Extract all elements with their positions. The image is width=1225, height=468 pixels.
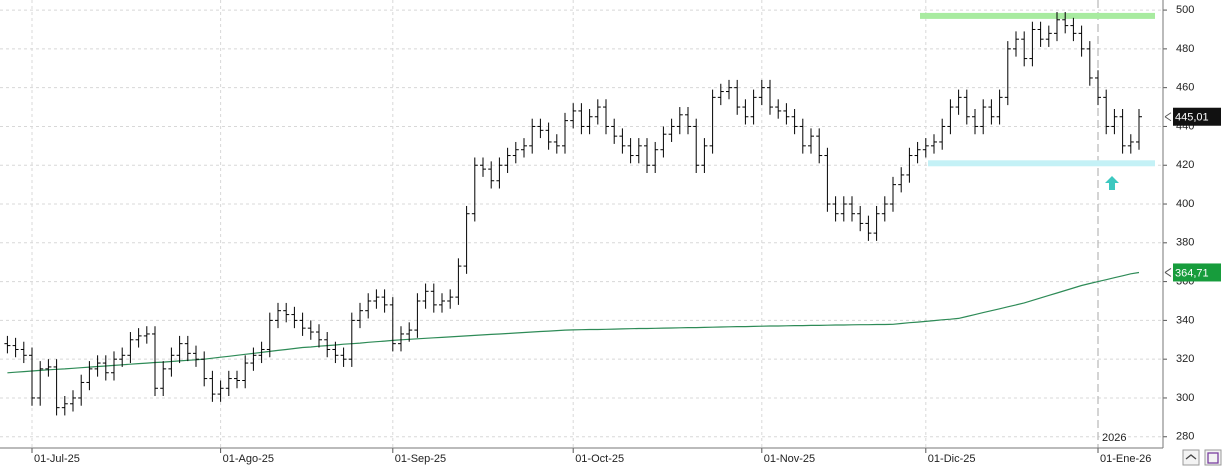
- x-tick-label: 01-Oct-25: [575, 453, 624, 465]
- y-tick-label: 320: [1176, 353, 1194, 365]
- x-tick-label: 01-Nov-25: [764, 453, 815, 465]
- x-tick-label: 01-Ene-26: [1100, 453, 1151, 465]
- ma-price-label: 364,71: [1175, 267, 1209, 279]
- up-arrow: [1105, 176, 1119, 190]
- button-frame[interactable]: [1182, 449, 1200, 466]
- last-price-pointer: [1164, 112, 1172, 122]
- level-band: [928, 160, 1155, 167]
- last-price-box: [1173, 107, 1221, 126]
- save-button[interactable]: [1204, 449, 1222, 466]
- y-tick-label: 480: [1176, 43, 1194, 55]
- y-tick-label: 460: [1176, 82, 1194, 94]
- zoom-button[interactable]: [1182, 449, 1200, 466]
- year-label: 2026: [1102, 432, 1126, 444]
- y-tick-label: 380: [1176, 237, 1194, 249]
- y-tick-label: 400: [1176, 198, 1194, 210]
- chevron-icon[interactable]: [1185, 454, 1197, 460]
- ma-price-box: [1173, 263, 1221, 282]
- y-tick-label: 300: [1176, 392, 1194, 404]
- x-tick-label: 01-Dic-25: [928, 453, 976, 465]
- x-tick-label: 01-Jul-25: [34, 453, 80, 465]
- y-tick-label: 500: [1176, 4, 1194, 16]
- y-tick-label: 420: [1176, 159, 1194, 171]
- x-tick-label: 01-Sep-25: [395, 453, 446, 465]
- button-frame[interactable]: [1204, 449, 1222, 466]
- year-label-box: [1100, 430, 1128, 446]
- y-tick-label: 340: [1176, 314, 1194, 326]
- x-tick-label: 01-Ago-25: [223, 453, 274, 465]
- level-band: [920, 12, 1155, 19]
- save-icon[interactable]: [1207, 452, 1219, 464]
- ma-price-pointer: [1164, 268, 1172, 277]
- last-price-label: 445,01: [1175, 112, 1209, 124]
- y-tick-label: 280: [1176, 431, 1194, 443]
